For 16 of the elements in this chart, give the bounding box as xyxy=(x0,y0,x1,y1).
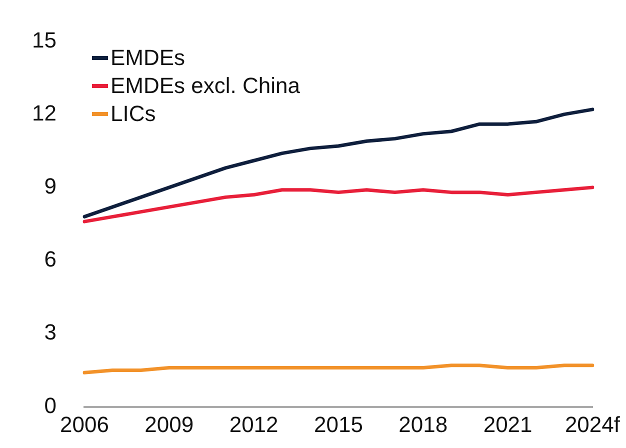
y-tick-label: 15 xyxy=(32,27,56,52)
y-tick-label: 9 xyxy=(44,174,56,199)
x-tick-label: 2024f xyxy=(564,412,621,438)
x-tick-label: 2021 xyxy=(483,412,532,438)
legend-label: EMDEs excl. China xyxy=(110,73,300,100)
x-tick-label: 2018 xyxy=(398,412,448,438)
y-tick-label: 6 xyxy=(44,246,56,272)
x-tick-label: 2012 xyxy=(229,412,278,438)
legend-label: EMDEs xyxy=(110,45,186,72)
y-tick-label: 3 xyxy=(44,320,56,345)
legend-label: LICs xyxy=(110,101,156,128)
y-tick-label: 12 xyxy=(32,100,56,126)
x-tick-label: 2006 xyxy=(60,412,109,438)
x-tick-label: 2009 xyxy=(144,412,194,438)
y-tick-label: 0 xyxy=(44,392,56,418)
x-tick-label: 2015 xyxy=(314,412,363,438)
